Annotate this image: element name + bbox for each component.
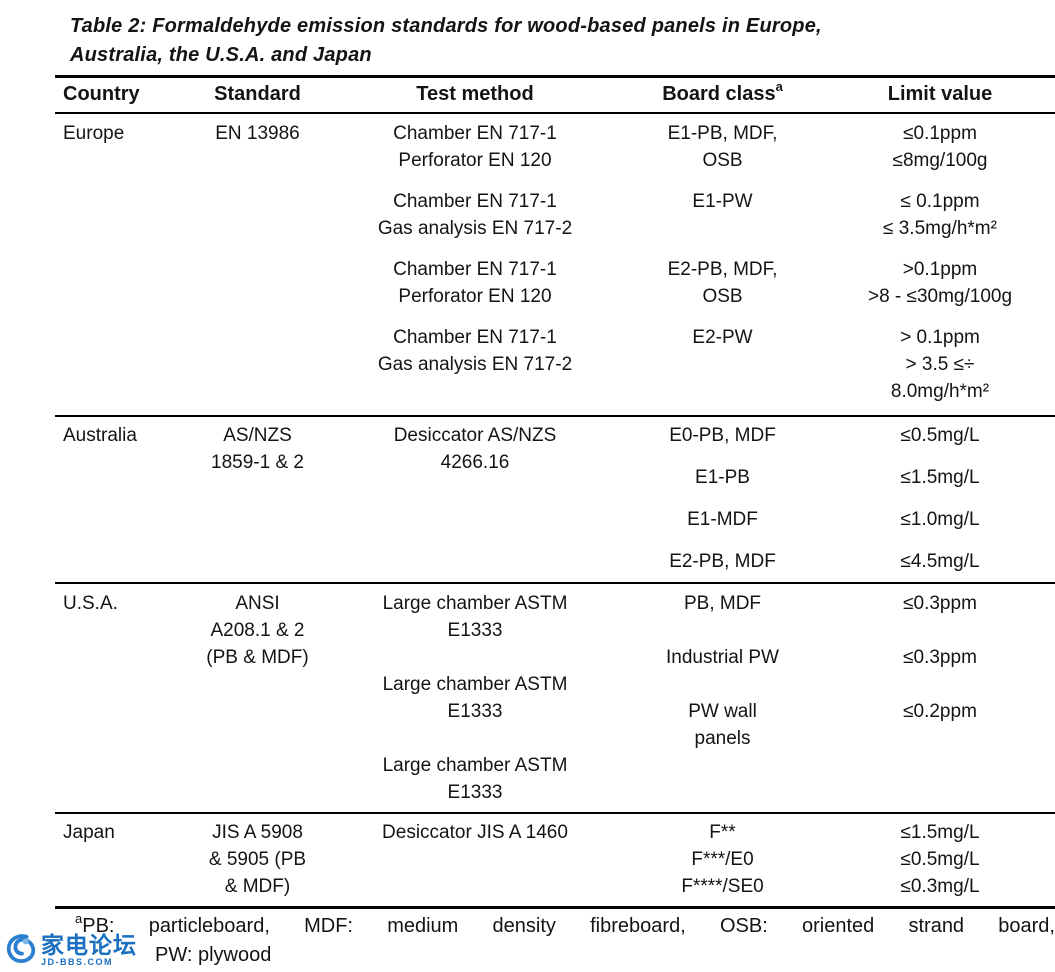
board-class-cell: E1-PB, MDF, OSB	[667, 123, 778, 171]
europe-country-cell: Europe	[63, 123, 125, 144]
table-row: E1-PB ≤1.5mg/L	[620, 464, 1055, 491]
caption-line-1: Table 2: Formaldehyde emission standards…	[70, 15, 822, 37]
header-board-class-text: Board class	[662, 83, 776, 105]
limit-value-cell: ≤0.2ppm	[903, 701, 977, 722]
usa-country-cell: U.S.A.	[63, 593, 118, 614]
usa-board-class-stack: PB, MDF Industrial PW PW wall panels	[620, 590, 825, 752]
header-board-class: Board classa	[620, 79, 825, 108]
test-method-cell: Chamber EN 717-1 Gas analysis EN 717-2	[377, 191, 573, 239]
board-class-cell: PB, MDF	[683, 593, 762, 614]
test-method-cell: Large chamber ASTM E1333	[382, 674, 568, 722]
board-class-cell: E2-PB, MDF, OSB	[667, 259, 778, 307]
australia-test-method-cell: Desiccator AS/NZS 4266.16	[393, 425, 557, 473]
section-australia: Australia AS/NZS 1859-1 & 2 Desiccator A…	[55, 415, 1055, 582]
watermark-brand: 家电论坛	[41, 932, 137, 958]
board-class-cell: F***/E0	[691, 849, 754, 870]
limit-value-cell: ≤1.0mg/L	[900, 509, 980, 530]
header-limit-value: Limit value	[887, 83, 993, 105]
limit-value-cell: > 0.1ppm > 3.5 ≤÷ 8.0mg/h*m²	[890, 327, 990, 402]
usa-limit-value-stack: ≤0.3ppm ≤0.3ppm ≤0.2ppm	[825, 590, 1055, 725]
table-bottom-rule	[55, 906, 1055, 909]
table-footnote: aPB: particleboard, MDF: medium density …	[55, 912, 1055, 970]
caption-line-2: Australia, the U.S.A. and Japan	[70, 44, 372, 66]
japan-test-method-cell: Desiccator JIS A 1460	[382, 822, 568, 843]
table-row: E1-MDF ≤1.0mg/L	[620, 506, 1055, 533]
table-caption: Table 2: Formaldehyde emission standards…	[70, 12, 1055, 70]
usa-standard-cell: ANSI A208.1 & 2 (PB & MDF)	[206, 593, 309, 668]
table-row: E2-PB, MDF ≤4.5mg/L	[620, 548, 1055, 575]
europe-rows: Chamber EN 717-1 Perforator EN 120 E1-PB…	[330, 120, 1055, 405]
limit-value-cell: ≤1.5mg/L	[900, 822, 980, 843]
australia-country-cell: Australia	[63, 425, 137, 446]
test-method-cell: Chamber EN 717-1 Gas analysis EN 717-2	[377, 327, 573, 375]
board-class-cell: Industrial PW	[666, 647, 779, 668]
table-row: Chamber EN 717-1 Gas analysis EN 717-2 E…	[330, 188, 1055, 242]
table-row: Chamber EN 717-1 Perforator EN 120 E1-PB…	[330, 120, 1055, 174]
limit-value-cell: ≤ 0.1ppm ≤ 3.5mg/h*m²	[883, 191, 997, 239]
table-row: F** ≤1.5mg/L	[620, 819, 1055, 846]
limit-value-cell: ≤4.5mg/L	[900, 551, 980, 572]
footnote-line-2: PW: plywood	[155, 944, 272, 966]
board-class-cell: F**	[709, 822, 736, 843]
watermark-domain: JD-BBS.COM	[41, 957, 114, 967]
board-class-cell: F****/SE0	[681, 876, 764, 897]
limit-value-cell: ≤0.3ppm	[903, 647, 977, 668]
footnote-text: PB: particleboard, MDF: medium density f…	[82, 915, 1055, 937]
footnote-superscript-marker: a	[75, 911, 83, 927]
header-country: Country	[63, 83, 140, 105]
table-row: F***/E0 ≤0.5mg/L	[620, 846, 1055, 873]
usa-test-method-stack: Large chamber ASTM E1333 Large chamber A…	[330, 590, 620, 806]
section-europe: Europe EN 13986 Chamber EN 717-1 Perfora…	[55, 114, 1055, 415]
limit-value-cell: ≤0.1ppm ≤8mg/100g	[892, 123, 988, 171]
header-test-method: Test method	[416, 83, 534, 105]
table-row: F****/SE0 ≤0.3mg/L	[620, 873, 1055, 900]
header-board-class-superscript: a	[775, 79, 783, 95]
board-class-cell: E1-MDF	[687, 509, 758, 530]
jd-bbs-watermark: 家电论坛 JD-BBS.COM	[6, 933, 137, 968]
board-class-cell: E2-PB, MDF	[669, 551, 776, 572]
table-row: E0-PB, MDF ≤0.5mg/L	[620, 422, 1055, 449]
japan-standard-cell: JIS A 5908 & 5905 (PB & MDF)	[208, 822, 307, 897]
europe-standard-cell: EN 13986	[215, 123, 300, 144]
board-class-cell: E2-PW	[692, 327, 753, 348]
standards-table: Country Standard Test method Board class…	[55, 75, 1055, 909]
japan-rows: F** ≤1.5mg/L F***/E0 ≤0.5mg/L F****/SE0 …	[620, 819, 1055, 900]
limit-value-cell: ≤0.5mg/L	[900, 849, 980, 870]
australia-rows: E0-PB, MDF ≤0.5mg/L E1-PB ≤1.5mg/L E1-MD…	[620, 422, 1055, 575]
test-method-cell: Large chamber ASTM E1333	[382, 593, 568, 641]
watermark-text: 家电论坛 JD-BBS.COM	[41, 933, 137, 968]
table-header-row: Country Standard Test method Board class…	[55, 75, 1055, 114]
jd-bbs-logo-icon	[6, 933, 36, 968]
australia-standard-cell: AS/NZS 1859-1 & 2	[211, 425, 304, 473]
board-class-cell: E1-PB	[695, 467, 750, 488]
limit-value-cell: >0.1ppm >8 - ≤30mg/100g	[867, 259, 1013, 307]
table-row: Chamber EN 717-1 Gas analysis EN 717-2 E…	[330, 324, 1055, 405]
japan-country-cell: Japan	[63, 822, 115, 843]
table-row: Chamber EN 717-1 Perforator EN 120 E2-PB…	[330, 256, 1055, 310]
limit-value-cell: ≤0.3mg/L	[900, 876, 980, 897]
limit-value-cell: ≤1.5mg/L	[900, 467, 980, 488]
test-method-cell: Chamber EN 717-1 Perforator EN 120	[393, 259, 557, 307]
section-usa: U.S.A. ANSI A208.1 & 2 (PB & MDF) Large …	[55, 582, 1055, 812]
limit-value-cell: ≤0.5mg/L	[900, 425, 980, 446]
board-class-cell: E1-PW	[692, 191, 753, 212]
header-standard: Standard	[214, 83, 301, 105]
test-method-cell: Chamber EN 717-1 Perforator EN 120	[393, 123, 557, 171]
section-japan: Japan JIS A 5908 & 5905 (PB & MDF) Desic…	[55, 812, 1055, 906]
footnote-line-1: aPB: particleboard, MDF: medium density …	[55, 912, 1055, 941]
limit-value-cell: ≤0.3ppm	[903, 593, 977, 614]
test-method-cell: Large chamber ASTM E1333	[382, 755, 568, 803]
board-class-cell: E0-PB, MDF	[669, 425, 776, 446]
board-class-cell: PW wall panels	[688, 701, 757, 749]
